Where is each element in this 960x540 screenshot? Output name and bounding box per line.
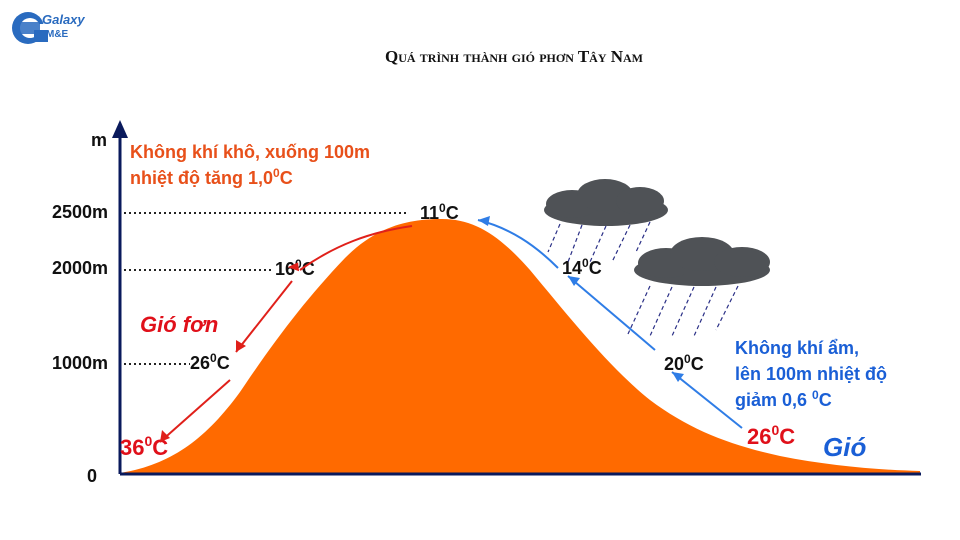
temp-windward-2000: 140C: [562, 256, 602, 278]
temp-peak: 110C: [420, 201, 459, 223]
cloud-icon: [634, 237, 770, 286]
windward-arrows: [477, 216, 743, 429]
cloud-icon: [544, 179, 668, 226]
windward-note-line1: Không khí ẩm,: [735, 338, 859, 358]
logo-text-line2: M&E: [46, 29, 69, 40]
temp-leeward-1000: 260C: [190, 351, 230, 373]
temp-windward-base: 260C: [747, 422, 795, 449]
wind-label: Gió: [823, 432, 866, 462]
level-lines: [124, 212, 408, 365]
foehn-wind-label: Gió fơn: [140, 312, 218, 337]
arrow-icon: [236, 340, 246, 352]
arrow-ascend-3: [671, 371, 743, 429]
tick-0: 0: [87, 466, 97, 486]
windward-note-line3: giảm 0,6 0C: [735, 388, 832, 410]
rain-streaks: [547, 221, 739, 337]
temp-leeward-base: 360C: [120, 433, 168, 460]
temp-windward-1000: 200C: [664, 352, 704, 374]
tick-2500: 2500m: [52, 202, 108, 222]
leeward-note-line1: Không khí khô, xuống 100m: [130, 142, 370, 162]
arrow-descend-3: [159, 379, 231, 443]
temp-leeward-2000: 160C: [275, 257, 315, 279]
y-unit-label: m: [91, 130, 107, 150]
tick-2000: 2000m: [52, 258, 108, 278]
arrow-descend-2: [235, 280, 293, 353]
page-title: Quá trình thành gió phơn Tây Nam: [385, 47, 643, 66]
axes: [112, 120, 921, 476]
galaxy-logo: Galaxy M&E: [8, 6, 98, 48]
leeward-arrows: [159, 225, 413, 443]
arrow-icon: [478, 216, 490, 226]
tick-1000: 1000m: [52, 353, 108, 373]
leeward-note-line2: nhiệt độ tăng 1,00C: [130, 166, 293, 188]
mountain-shape: [120, 219, 920, 474]
logo-mark-icon: [12, 12, 48, 44]
arrow-descend-1: [299, 225, 413, 271]
arrow-icon: [568, 276, 580, 286]
arrow-icon: [160, 430, 170, 442]
logo-text-line1: Galaxy: [42, 12, 85, 27]
windward-note-line2: lên 100m nhiệt độ: [735, 364, 887, 384]
arrow-ascend-2: [567, 275, 656, 351]
y-axis-arrow-icon: [112, 120, 128, 138]
arrow-icon: [672, 372, 684, 382]
arrow-icon: [287, 262, 300, 272]
